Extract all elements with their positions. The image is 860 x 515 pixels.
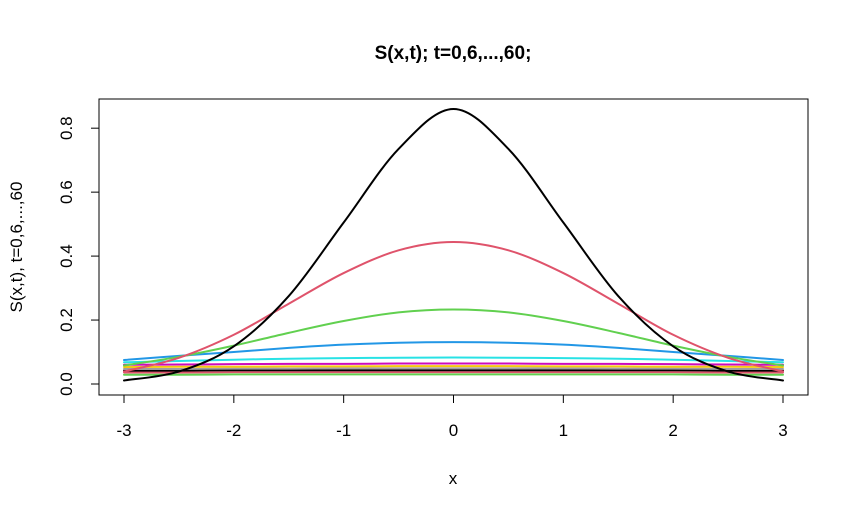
- plot-frame: [98, 98, 809, 396]
- y-tick-label: 0.6: [57, 180, 76, 204]
- series-line-0: [123, 108, 784, 382]
- x-tick-label: -1: [336, 421, 351, 440]
- series-line-4: [123, 356, 784, 364]
- series-line-7: [123, 367, 784, 370]
- x-tick-label: -3: [116, 421, 131, 440]
- y-axis-label: S(x,t), t=0,6,...,60: [7, 182, 26, 313]
- series-layer: [123, 108, 784, 382]
- x-axis: -3 -2 -1 0 1 2 3: [116, 394, 788, 440]
- y-tick-label: 0.2: [57, 308, 76, 332]
- y-tick-label: 0.8: [57, 116, 76, 140]
- x-axis-label: x: [449, 469, 458, 488]
- x-tick-label: 2: [668, 421, 677, 440]
- y-tick-label: 0.0: [57, 372, 76, 396]
- y-axis: 0.0 0.2 0.4 0.6 0.8: [57, 116, 100, 396]
- series-line-3: [123, 341, 784, 362]
- series-line-1: [123, 241, 784, 373]
- chart-title: S(x,t); t=0,6,...,60;: [375, 43, 532, 64]
- y-tick-label: 0.4: [57, 244, 76, 268]
- x-tick-label: 1: [559, 421, 568, 440]
- series-line-6: [123, 365, 784, 369]
- series-line-5: [123, 362, 784, 366]
- x-tick-label: 3: [778, 421, 787, 440]
- x-tick-label: -2: [226, 421, 241, 440]
- x-tick-label: 0: [449, 421, 458, 440]
